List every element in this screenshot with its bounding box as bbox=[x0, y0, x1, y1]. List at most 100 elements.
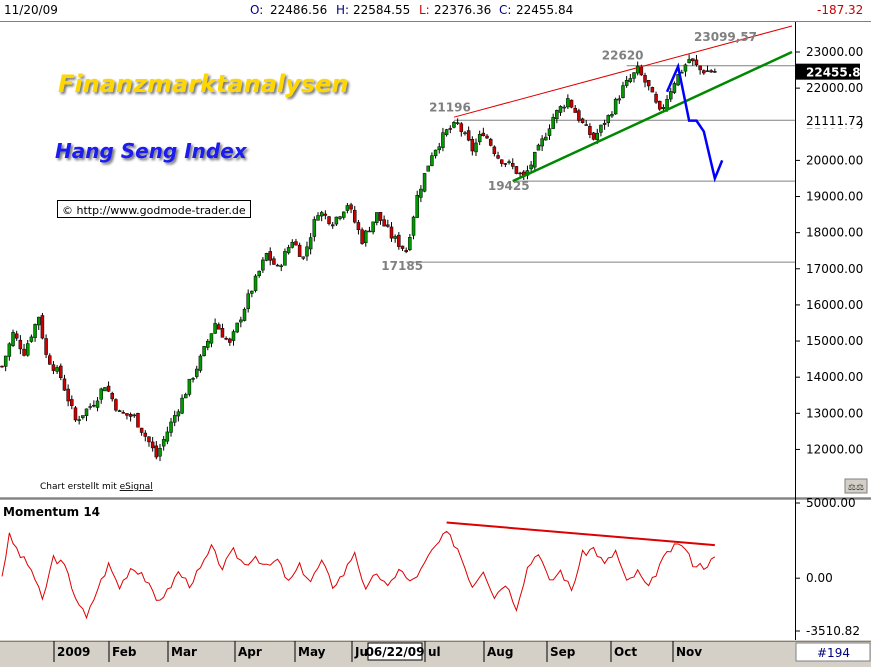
candle-body bbox=[77, 419, 81, 421]
candle-body bbox=[452, 122, 456, 128]
open-value: 22486.56 bbox=[270, 3, 328, 17]
candle-body bbox=[253, 275, 258, 291]
candle-body bbox=[481, 132, 486, 137]
candle-body bbox=[143, 432, 148, 437]
candle-body bbox=[393, 236, 397, 239]
candle-body bbox=[672, 83, 677, 93]
price-annotation: 21196 bbox=[429, 101, 471, 115]
candle-body bbox=[573, 107, 577, 113]
time-axis-bar: 2009 Feb Mar Apr May Ju ul Aug Sep Oct Nov 06/22/0… bbox=[0, 641, 871, 663]
candle-body bbox=[639, 66, 644, 76]
candle-body bbox=[555, 110, 559, 120]
price-axis-panel bbox=[795, 22, 871, 497]
candle-body bbox=[577, 110, 581, 121]
candle-body bbox=[319, 212, 324, 217]
candle-body bbox=[588, 126, 592, 135]
close-value: 22455.84 bbox=[516, 3, 574, 17]
candle-body bbox=[18, 339, 23, 350]
candle-body bbox=[305, 246, 309, 257]
candle-body bbox=[430, 155, 434, 166]
candle-body bbox=[161, 439, 166, 447]
low-value: 22376.36 bbox=[434, 3, 492, 17]
y-tick-label: 19000.00 bbox=[806, 190, 863, 204]
candle-body bbox=[536, 144, 541, 151]
candle-body bbox=[518, 172, 522, 175]
candle-body bbox=[279, 265, 284, 268]
price-annotation: 19425 bbox=[488, 179, 530, 193]
last-price-label: 22455.84 bbox=[806, 66, 869, 80]
resistance-trendline bbox=[453, 25, 793, 118]
candle-body bbox=[194, 368, 199, 377]
y-tick-label: 12000.00 bbox=[806, 442, 863, 456]
candle-body bbox=[415, 195, 419, 218]
candle-body bbox=[117, 410, 122, 412]
candle-body bbox=[382, 219, 386, 227]
candle-body bbox=[624, 80, 629, 86]
toolbar-button[interactable]: ⚖⚖ bbox=[844, 478, 868, 494]
candle-body bbox=[70, 399, 74, 406]
candle-body bbox=[709, 70, 713, 73]
y-tick-label: 16000.00 bbox=[806, 298, 863, 312]
candle-body bbox=[683, 64, 688, 72]
candle-body bbox=[654, 93, 658, 103]
candle-body bbox=[360, 229, 364, 244]
candle-body bbox=[191, 378, 195, 380]
candle-body bbox=[349, 204, 353, 210]
candle-body bbox=[558, 106, 563, 113]
candle-body bbox=[680, 71, 684, 74]
candle-body bbox=[485, 135, 489, 139]
credit-prefix: Chart erstellt mit bbox=[40, 482, 120, 492]
x-tick-label: Sep bbox=[550, 645, 576, 659]
credit-text: Chart erstellt mit eSignal bbox=[40, 482, 153, 492]
candle-body bbox=[312, 219, 317, 237]
candle-body bbox=[705, 70, 710, 72]
time-axis: 2009 Feb Mar Apr May Ju ul Aug Sep Oct Nov 06/22/0… bbox=[0, 641, 871, 663]
level-price-box bbox=[796, 112, 860, 129]
candle-body bbox=[213, 323, 217, 334]
candle-body bbox=[176, 411, 181, 417]
date-cursor-box[interactable] bbox=[367, 642, 423, 661]
candle-body bbox=[110, 392, 114, 400]
candle-body bbox=[474, 142, 478, 153]
overlay-subtitle: Hang Seng Index bbox=[55, 139, 248, 163]
candle-body bbox=[352, 209, 357, 223]
low-label: L: bbox=[419, 3, 430, 17]
x-tick-label: Feb bbox=[112, 645, 137, 659]
copyright-text[interactable]: © http://www.godmode-trader.de bbox=[62, 204, 246, 217]
candle-body bbox=[400, 245, 405, 249]
momentum-trendline bbox=[446, 521, 715, 547]
candle-body bbox=[22, 348, 26, 356]
candle-body bbox=[147, 436, 151, 443]
momentum-y-tick-label: -3510.82 bbox=[806, 624, 860, 638]
candle-body bbox=[121, 412, 126, 414]
candle-body bbox=[11, 332, 15, 346]
candle-body bbox=[330, 224, 335, 227]
candle-body bbox=[132, 414, 137, 417]
candle-body bbox=[242, 308, 247, 321]
candle-body bbox=[239, 319, 243, 323]
candle-body bbox=[139, 427, 144, 433]
candle-body bbox=[488, 138, 493, 146]
candle-body bbox=[209, 333, 214, 344]
momentum-axis-panel bbox=[795, 500, 871, 640]
candle-body bbox=[441, 132, 445, 148]
candle-body bbox=[632, 72, 636, 79]
candle-body bbox=[187, 378, 192, 395]
candle-body bbox=[584, 124, 588, 126]
candle-body bbox=[610, 114, 614, 117]
x-tick-label: May bbox=[298, 645, 326, 659]
candle-body bbox=[371, 221, 375, 233]
y-tick-label: 22000.00 bbox=[806, 81, 863, 95]
candle-body bbox=[591, 132, 596, 140]
price-annotation: 17185 bbox=[381, 259, 423, 273]
candle-body bbox=[106, 385, 111, 392]
candle-body bbox=[566, 98, 570, 108]
x-tick-label: Mar bbox=[171, 645, 197, 659]
price-annotation: 22620 bbox=[602, 49, 644, 63]
y-tick-label: 23000.00 bbox=[806, 45, 863, 59]
candle-body bbox=[66, 388, 70, 402]
candle-body bbox=[694, 59, 699, 66]
candle-body bbox=[713, 71, 717, 73]
candle-body bbox=[84, 408, 89, 416]
candle-body bbox=[562, 106, 566, 109]
